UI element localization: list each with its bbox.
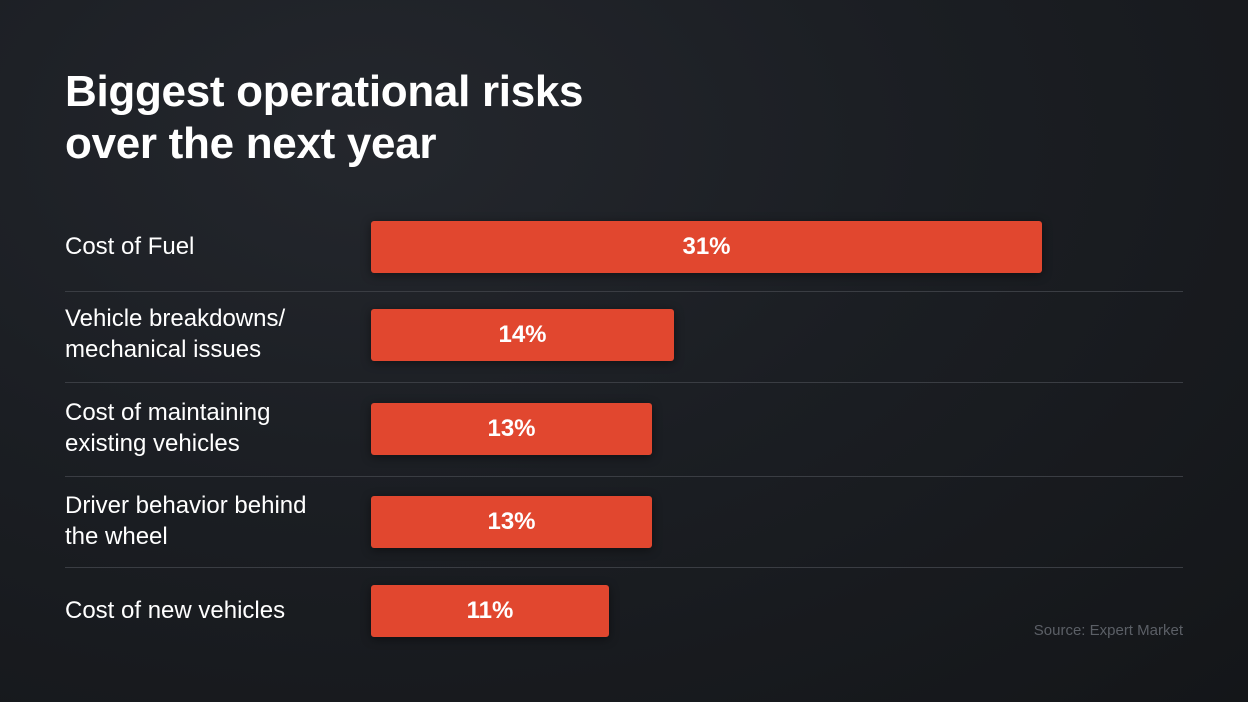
bar: 31% (371, 221, 1042, 273)
category-label: Vehicle breakdowns/mechanical issues (65, 303, 355, 365)
category-label-line: Cost of maintaining (65, 399, 271, 426)
category-label-line: Cost of Fuel (65, 232, 195, 260)
bar-value-label: 14% (498, 321, 547, 348)
chart-title-line-2: over the next year (65, 119, 437, 168)
source-note: Source: Expert Market (1033, 622, 1183, 639)
category-label: Cost of new vehicles (65, 595, 355, 626)
row-divider (65, 291, 1183, 292)
category-label-line: mechanical issues (65, 336, 262, 363)
category-label: Cost of maintaining existing vehicles (65, 397, 355, 459)
row-divider (65, 382, 1183, 383)
category-label-line: the wheel (65, 523, 168, 550)
category-label-line: Cost of new vehicles (65, 596, 286, 624)
row-divider (65, 567, 1183, 568)
category-label-line: Driver behavior behind (65, 492, 307, 519)
chart-title-line-1: Biggest operational risks (65, 67, 584, 116)
category-label-line: existing vehicles (65, 430, 240, 457)
bar: 13% (371, 496, 652, 548)
bar: 13% (371, 403, 652, 455)
category-label-line: Vehicle breakdowns/ (65, 305, 286, 332)
chart-title: Biggest operational risks over the next … (65, 66, 685, 170)
category-label: Cost of Fuel (65, 231, 355, 262)
bar-value-label: 13% (487, 508, 536, 535)
row-divider (65, 476, 1183, 477)
bar: 11% (371, 585, 609, 637)
bar-value-label: 11% (466, 597, 514, 624)
bar-value-label: 31% (682, 233, 731, 260)
bar: 14% (371, 309, 674, 361)
category-label: Driver behavior behind the wheel (65, 490, 355, 552)
bar-value-label: 13% (487, 415, 536, 442)
